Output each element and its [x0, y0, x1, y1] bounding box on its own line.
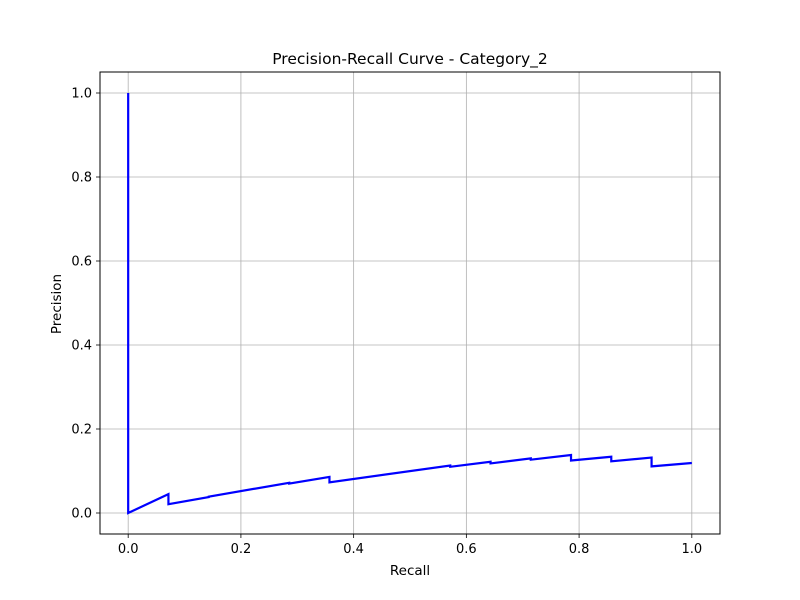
x-tick-label: 0.0 — [118, 542, 139, 557]
y-tick-label: 0.2 — [71, 423, 92, 438]
y-axis-label: Precision — [49, 274, 65, 334]
chart-title: Precision-Recall Curve - Category_2 — [272, 50, 548, 69]
y-tick-label: 0.0 — [71, 507, 92, 522]
axes — [99, 71, 721, 535]
y-tick-label: 0.4 — [71, 339, 92, 354]
x-axis-label: Recall — [390, 563, 430, 579]
ticks: 0.0 0.2 0.4 0.6 0.8 1.0 0.0 0.2 0.4 0.6 0.8 1.0 — [71, 87, 702, 558]
y-tick-label: 0.8 — [71, 171, 92, 186]
x-tick-label: 1.0 — [681, 542, 702, 557]
y-tick-label: 1.0 — [71, 87, 92, 102]
series-line-0 — [127, 93, 692, 515]
x-tick-label: 0.4 — [343, 542, 364, 557]
grid-lines — [100, 72, 720, 534]
plot-frame — [99, 71, 721, 535]
x-tick-label: 0.2 — [231, 542, 252, 557]
y-tick-label: 0.6 — [71, 255, 92, 270]
series-layer — [127, 93, 692, 515]
x-tick-label: 0.6 — [456, 542, 477, 557]
x-tick-label: 0.8 — [569, 542, 590, 557]
